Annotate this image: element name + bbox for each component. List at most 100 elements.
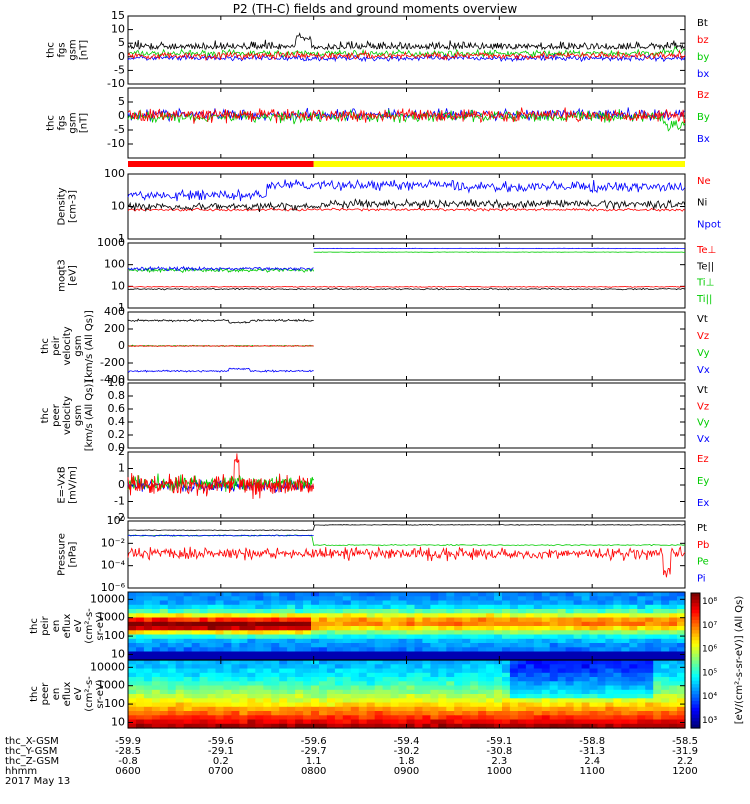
- peir-eflux-cell: [517, 630, 527, 636]
- peir-eflux-cell: [446, 655, 455, 661]
- peir-eflux-cell: [438, 626, 447, 631]
- peir-eflux-cell: [390, 647, 400, 653]
- peer-eflux-cell: [565, 685, 575, 691]
- peer-eflux-cell: [231, 706, 240, 712]
- peir-eflux-cell: [414, 655, 424, 661]
- peir-eflux-cell: [677, 643, 686, 648]
- peer-eflux-cell: [502, 715, 511, 721]
- peir-eflux-cell: [406, 617, 416, 623]
- peer-eflux-cell: [589, 685, 599, 691]
- peer-eflux-cell: [279, 694, 288, 699]
- peir-eflux-cell: [645, 621, 654, 627]
- peir-eflux-cell: [319, 592, 328, 597]
- peir-eflux-cell: [605, 638, 614, 644]
- peir-eflux-cell: [207, 596, 217, 602]
- colorbar-tick-3: 10⁵: [702, 668, 717, 678]
- peer-eflux-cell: [470, 706, 479, 712]
- peer-eflux-cell: [167, 664, 177, 670]
- peer-eflux-ylabel: eV: [73, 687, 84, 700]
- peir-eflux-cell: [374, 655, 384, 661]
- peer-eflux-cell: [645, 664, 654, 670]
- peir-eflux-cell: [223, 613, 233, 619]
- peir-eflux-cell: [470, 655, 479, 661]
- fgs-bottom-ylabel: gsm: [68, 112, 79, 133]
- peer-eflux-cell: [358, 715, 368, 721]
- peir-eflux-cell: [382, 592, 392, 597]
- fgs-top-frame: [127, 15, 686, 85]
- peir-eflux-cell: [661, 617, 670, 623]
- peer-velocity-ytick-label: 0.4: [108, 415, 126, 428]
- peir-eflux-cell: [525, 596, 535, 602]
- peer-eflux-cell: [374, 672, 384, 678]
- peer-eflux-cell: [175, 681, 185, 687]
- peer-eflux-cell: [231, 685, 240, 691]
- peir-eflux-cell: [573, 621, 583, 627]
- peer-eflux-cell: [287, 664, 296, 670]
- peir-eflux-cell: [430, 609, 439, 614]
- peer-eflux-cell: [223, 719, 233, 725]
- peer-eflux-cell: [271, 711, 280, 716]
- peer-eflux-cell: [239, 698, 248, 704]
- peir-eflux-cell: [502, 609, 511, 614]
- peir-eflux-cell: [175, 604, 185, 610]
- peir-eflux-cell: [215, 596, 225, 602]
- peer-eflux-cell: [581, 723, 591, 729]
- peir-eflux-cell: [669, 655, 678, 661]
- peir-eflux-cell: [422, 655, 431, 661]
- peer-eflux-cell: [613, 685, 622, 691]
- peer-eflux-cell: [589, 677, 599, 682]
- peir-eflux-cell: [517, 596, 527, 602]
- peer-eflux-cell: [661, 664, 670, 670]
- peer-eflux-cell: [438, 719, 447, 725]
- peer-eflux-cell: [366, 668, 376, 674]
- peir-eflux-cell: [350, 613, 360, 619]
- peer-eflux-cell: [557, 685, 567, 691]
- density-ylabel: Density: [57, 187, 68, 225]
- peer-eflux-cell: [406, 681, 416, 687]
- peir-eflux-cell: [525, 638, 535, 644]
- Vz-series: [127, 345, 314, 347]
- peir-eflux-cell: [470, 643, 479, 648]
- peir-eflux-cell: [358, 634, 368, 640]
- peir-eflux-cell: [350, 655, 360, 661]
- peer-eflux-cell: [255, 715, 264, 721]
- peer-eflux-cell: [223, 685, 233, 691]
- peer-eflux-cell: [557, 689, 567, 695]
- peer-eflux-cell: [605, 706, 614, 712]
- peer-eflux-cell: [287, 719, 296, 725]
- peir-eflux-cell: [581, 600, 591, 606]
- peer-eflux-cell: [390, 706, 400, 712]
- peir-eflux-cell: [470, 604, 479, 610]
- peir-eflux-cell: [279, 630, 288, 636]
- peer-eflux-cell: [653, 715, 662, 721]
- peer-eflux-cell: [621, 672, 630, 678]
- peir-eflux-cell: [573, 651, 583, 657]
- colorbar-cell: [691, 599, 700, 604]
- peir-eflux-cell: [159, 643, 169, 648]
- peer-eflux-cell: [589, 702, 599, 708]
- peer-eflux-cell: [565, 702, 575, 708]
- peer-eflux-cell: [183, 723, 193, 729]
- peer-eflux-cell: [303, 660, 312, 665]
- peer-eflux-cell: [581, 681, 591, 687]
- peir-eflux-cell: [303, 651, 312, 657]
- peir-eflux-cell: [454, 651, 463, 657]
- peir-eflux-cell: [303, 630, 312, 636]
- peir-eflux-cell: [517, 592, 527, 597]
- peer-eflux-cell: [215, 664, 225, 670]
- peir-eflux-cell: [597, 634, 607, 640]
- fgs-bottom-ylabel: fgs: [57, 115, 68, 130]
- peir-eflux-cell: [661, 609, 670, 614]
- peir-eflux-cell: [414, 634, 424, 640]
- peir-eflux-cell: [263, 651, 272, 657]
- peer-eflux-cell: [430, 689, 439, 695]
- peer-eflux-cell: [175, 702, 185, 708]
- peir-eflux-cell: [533, 638, 543, 644]
- Ez-series: [127, 453, 315, 500]
- peir-eflux-cell: [271, 592, 280, 597]
- peir-eflux-cell: [669, 596, 678, 602]
- peir-eflux-cell: [215, 638, 225, 644]
- peer-eflux-cell: [350, 711, 360, 716]
- peir-eflux-cell: [279, 647, 288, 653]
- peir-eflux-cell: [454, 613, 463, 619]
